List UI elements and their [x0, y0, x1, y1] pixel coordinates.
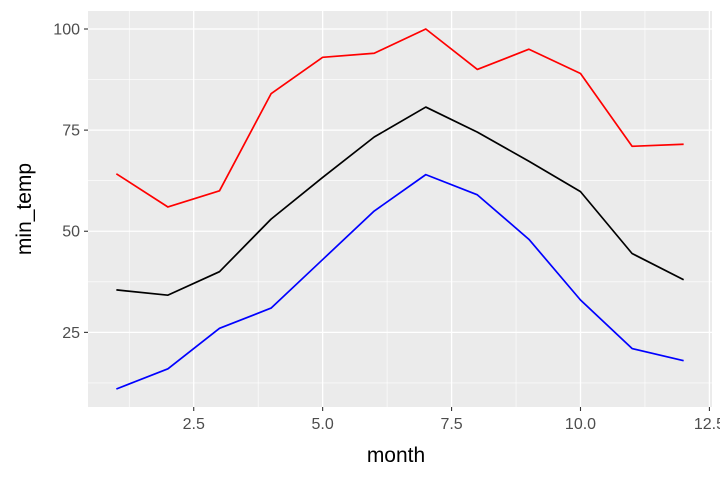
plot-panel: [88, 11, 712, 407]
y-axis-title: min_temp: [13, 163, 36, 255]
y-tick-label: 50: [62, 224, 80, 241]
x-tick-label: 10.0: [565, 416, 596, 433]
minor-gridlines: [88, 11, 712, 407]
y-tick-label: 25: [62, 325, 80, 342]
x-tick-label: 7.5: [440, 416, 462, 433]
y-tick-label: 75: [62, 123, 80, 140]
x-axis-title: month: [367, 444, 425, 467]
x-tick-label: 5.0: [312, 416, 334, 433]
series-line-2: [116, 106, 685, 297]
major-gridlines: [88, 11, 712, 407]
series-line-3: [116, 173, 684, 390]
x-axis: 2.5 5.0 7.5 10.0 12.5: [183, 407, 720, 433]
y-tick-label: 100: [53, 22, 80, 39]
series-lines: [115, 28, 685, 390]
y-axis: 25 50 75 100: [53, 22, 88, 342]
x-tick-label: 12.5: [694, 416, 720, 433]
x-tick-label: 2.5: [183, 416, 205, 433]
series-line-1: [115, 28, 684, 208]
